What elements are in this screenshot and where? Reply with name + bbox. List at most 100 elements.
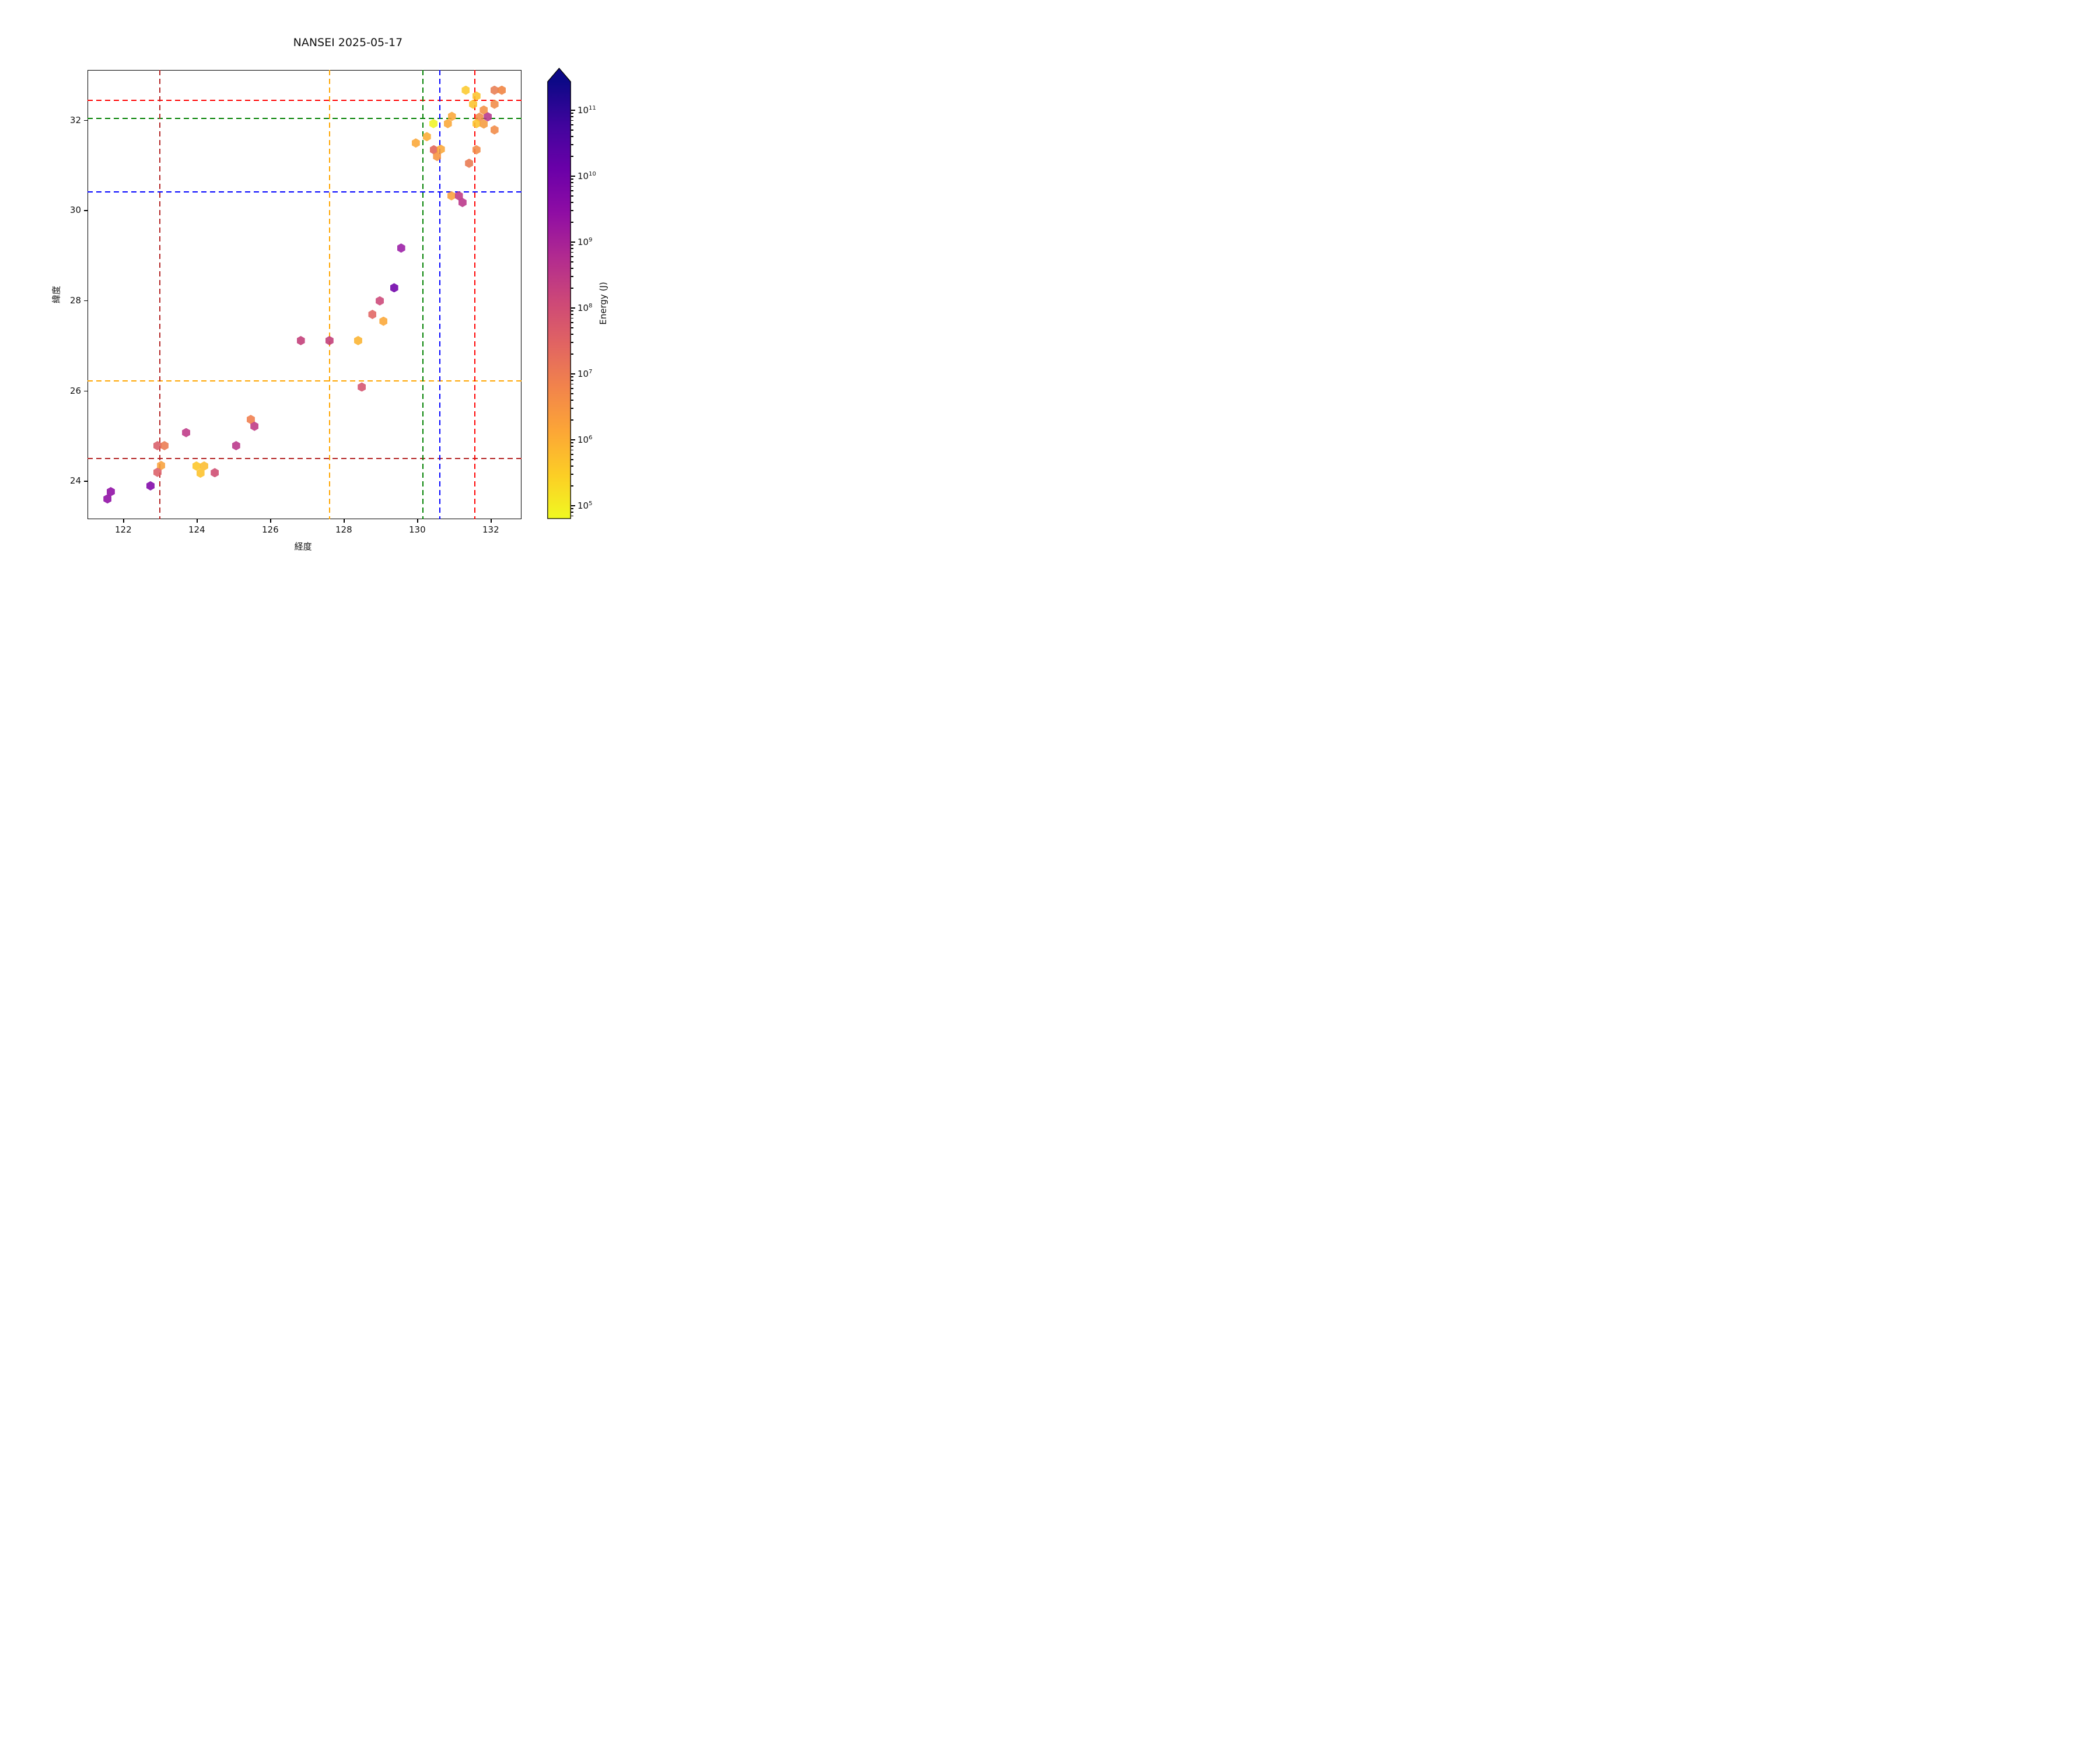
data-point <box>160 441 169 450</box>
data-point <box>153 441 162 450</box>
data-point <box>436 144 445 154</box>
data-point <box>211 468 219 478</box>
colorbar-minor-tick <box>570 186 573 187</box>
colorbar-minor-tick <box>570 419 573 421</box>
data-point <box>461 85 470 95</box>
colorbar-minor-tick <box>570 261 573 262</box>
data-point <box>354 335 362 345</box>
data-point <box>153 467 162 477</box>
data-point <box>490 125 499 135</box>
colorbar-major-tick <box>570 373 575 374</box>
data-point <box>458 198 467 208</box>
x-tick-label: 122 <box>115 524 132 535</box>
data-point <box>250 421 259 431</box>
data-point <box>469 99 478 109</box>
colorbar-minor-tick <box>570 144 573 145</box>
data-point <box>484 112 492 122</box>
colorbar-minor-tick <box>570 190 573 191</box>
colorbar-minor-tick <box>570 393 573 394</box>
data-point <box>411 138 420 148</box>
reference-line-vertical <box>439 70 441 519</box>
reference-line-horizontal <box>88 118 522 120</box>
colorbar-minor-tick <box>570 310 573 312</box>
y-axis-tick <box>84 120 88 121</box>
x-tick-label: 128 <box>335 524 352 535</box>
colorbar-minor-tick <box>570 120 573 121</box>
data-point <box>472 118 481 128</box>
data-point <box>429 145 438 155</box>
chart-title: NANSEI 2025-05-17 <box>293 36 403 49</box>
colorbar-tick-label: 106 <box>578 435 593 445</box>
data-point <box>157 461 166 471</box>
reference-line-horizontal <box>88 458 522 460</box>
colorbar <box>547 68 571 520</box>
data-point <box>447 111 456 121</box>
data-point <box>358 382 366 392</box>
colorbar-minor-tick <box>570 124 573 125</box>
data-point <box>454 191 463 201</box>
x-tick-label: 124 <box>188 524 205 535</box>
colorbar-tick-label: 1011 <box>578 105 596 116</box>
data-point <box>376 296 384 306</box>
data-point <box>325 335 334 345</box>
data-point <box>429 118 438 128</box>
reference-line-horizontal <box>88 191 522 193</box>
colorbar-minor-tick <box>570 508 573 509</box>
x-axis-label: 経度 <box>294 541 312 552</box>
data-point <box>182 428 191 438</box>
data-point <box>379 316 388 326</box>
x-tick-label: 126 <box>262 524 279 535</box>
data-point <box>106 487 115 496</box>
x-tick-label: 132 <box>482 524 499 535</box>
y-tick-label: 26 <box>69 385 81 396</box>
colorbar-minor-tick <box>570 248 573 249</box>
data-point <box>296 335 305 345</box>
colorbar-minor-tick <box>570 459 573 460</box>
reference-line-horizontal <box>88 380 522 382</box>
colorbar-tick-label: 1010 <box>578 171 596 181</box>
reference-line-vertical <box>422 70 424 519</box>
figure: NANSEI 2025-05-17 経度 緯度 Energy (J) 122 12… <box>0 0 700 583</box>
y-axis-tick <box>84 210 88 211</box>
x-axis-tick <box>123 519 124 523</box>
data-point <box>480 105 488 115</box>
colorbar-minor-tick <box>570 322 573 323</box>
data-point <box>192 461 201 471</box>
data-point <box>397 243 405 253</box>
reference-line-vertical <box>329 70 331 519</box>
data-point <box>443 118 452 128</box>
data-point <box>480 119 488 129</box>
colorbar-minor-tick <box>570 244 573 246</box>
colorbar-minor-tick <box>570 256 573 257</box>
data-point <box>200 461 208 471</box>
colorbar-minor-tick <box>570 178 573 180</box>
y-tick-label: 30 <box>69 205 81 216</box>
data-point <box>246 415 255 425</box>
colorbar-minor-tick <box>570 251 573 253</box>
y-tick-label: 24 <box>69 475 81 487</box>
reference-line-vertical <box>159 70 161 519</box>
colorbar-minor-tick <box>570 182 573 183</box>
colorbar-minor-tick <box>570 442 573 443</box>
y-axis-tick <box>84 300 88 302</box>
reference-line-vertical <box>474 70 476 519</box>
colorbar-tick-label: 107 <box>578 369 593 379</box>
colorbar-tick-label: 109 <box>578 237 593 247</box>
y-tick-label: 32 <box>69 114 81 125</box>
colorbar-major-tick <box>570 439 575 440</box>
data-point <box>232 441 240 450</box>
data-point <box>447 191 456 201</box>
data-point <box>368 309 377 319</box>
data-point <box>433 152 442 162</box>
data-point <box>498 85 506 95</box>
reference-line-horizontal <box>88 100 522 102</box>
colorbar-minor-tick <box>570 327 573 328</box>
colorbar-minor-tick <box>570 195 573 197</box>
x-tick-label: 130 <box>409 524 426 535</box>
data-point <box>490 99 499 109</box>
colorbar-major-tick <box>570 307 575 309</box>
colorbar-major-tick <box>570 505 575 506</box>
data-point <box>390 283 398 293</box>
colorbar-minor-tick <box>570 210 573 211</box>
colorbar-minor-tick <box>570 116 573 117</box>
